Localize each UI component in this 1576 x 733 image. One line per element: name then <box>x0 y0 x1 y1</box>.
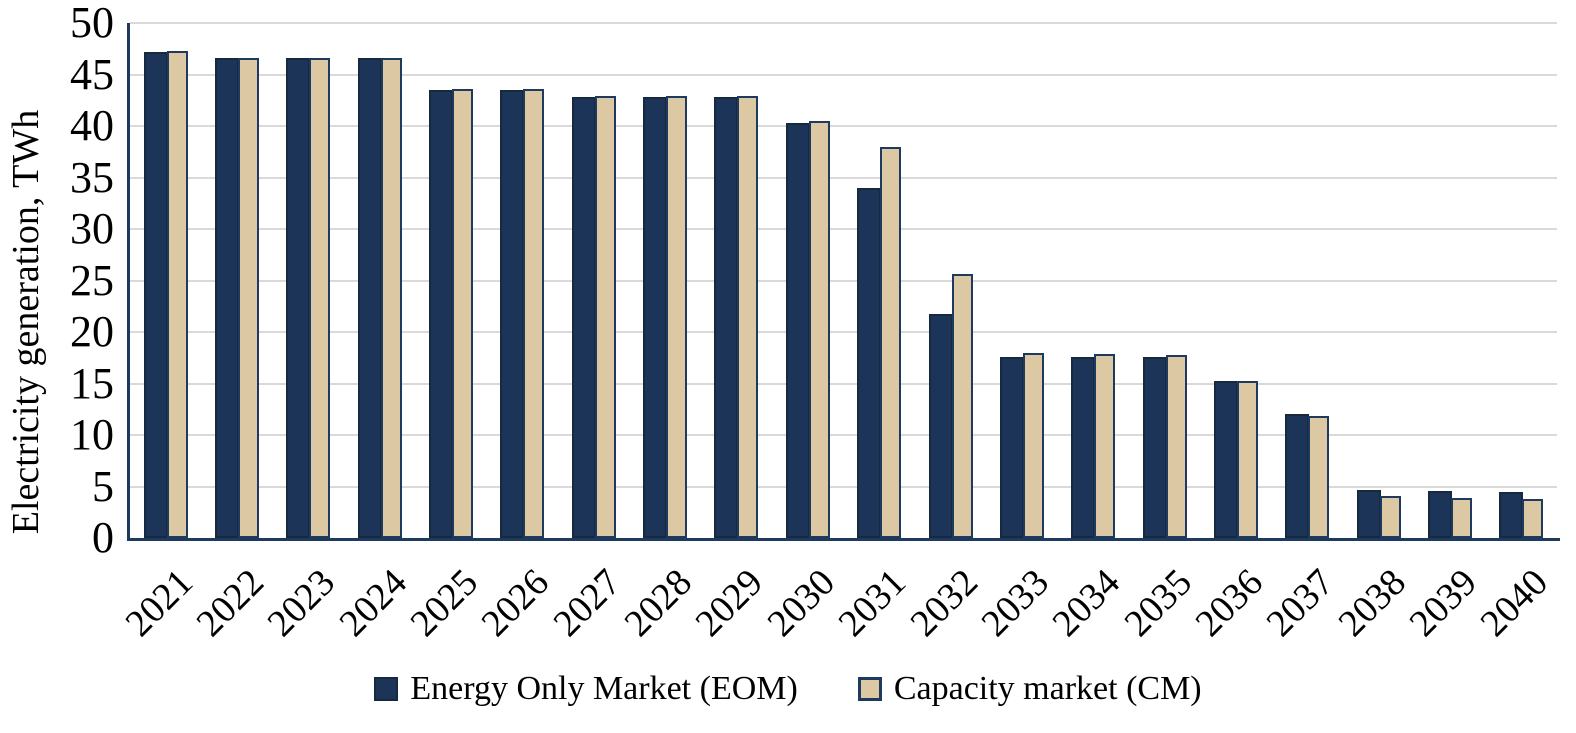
gridline-20 <box>130 331 1557 333</box>
y-tick-label-25: 25 <box>70 255 114 305</box>
bar-eom-2033 <box>999 357 1024 538</box>
bar-cm-2023 <box>309 58 331 538</box>
bar-cm-2038 <box>1379 496 1401 538</box>
bar-eom-2027 <box>571 97 596 538</box>
x-tick-label-2028: 2028 <box>616 561 701 645</box>
bar-cm-2021 <box>166 51 188 538</box>
bar-eom-2031 <box>857 188 882 538</box>
gridline-50 <box>130 22 1557 24</box>
x-axis-line <box>127 538 1560 541</box>
gridline-15 <box>130 382 1557 385</box>
bar-eom-2024 <box>357 58 382 538</box>
legend-item-cm: Capacity market (CM) <box>857 669 1202 709</box>
x-tick-label-2039: 2039 <box>1401 561 1485 645</box>
y-tick-label-35: 35 <box>70 152 114 202</box>
bar-cm-2029 <box>737 96 759 538</box>
x-tick-label-2025: 2025 <box>402 561 487 645</box>
bar-eom-2040 <box>1499 492 1524 538</box>
bar-eom-2025 <box>429 90 454 538</box>
bar-cm-2022 <box>238 58 260 538</box>
x-tick-label-2021: 2021 <box>117 561 201 645</box>
x-tick-label-2037: 2037 <box>1258 561 1343 645</box>
bar-eom-2032 <box>928 314 953 538</box>
bar-eom-2026 <box>500 90 525 538</box>
bar-cm-2030 <box>808 121 830 538</box>
legend-swatch-cm <box>857 677 882 701</box>
x-tick-label-2027: 2027 <box>545 561 629 645</box>
x-tick-label-2026: 2026 <box>473 561 558 645</box>
gridline-40 <box>130 125 1557 127</box>
bar-eom-2034 <box>1071 357 1096 538</box>
x-tick-label-2029: 2029 <box>688 561 772 645</box>
bar-eom-2035 <box>1142 357 1167 538</box>
bar-cm-2025 <box>452 89 474 538</box>
bar-eom-2022 <box>215 58 240 538</box>
legend-item-eom: Energy Only Market (EOM) <box>374 669 798 709</box>
legend-swatch-eom <box>374 677 399 701</box>
gridline-5 <box>130 485 1557 488</box>
x-tick-label-2035: 2035 <box>1116 561 1200 645</box>
x-tick-label-2031: 2031 <box>830 561 915 645</box>
gridline-45 <box>130 73 1557 76</box>
bar-cm-2033 <box>1022 353 1044 538</box>
gridline-30 <box>130 228 1557 230</box>
bar-cm-2028 <box>666 96 688 538</box>
x-tick-label-2024: 2024 <box>331 561 415 645</box>
bar-cm-2027 <box>594 96 616 538</box>
bar-eom-2037 <box>1285 414 1310 538</box>
gridline-25 <box>130 279 1557 282</box>
y-tick-label-30: 30 <box>70 204 114 253</box>
x-tick-label-2032: 2032 <box>902 561 986 645</box>
gridline-35 <box>130 176 1557 179</box>
x-tick-label-2034: 2034 <box>1044 561 1129 645</box>
bar-cm-2035 <box>1165 355 1187 538</box>
bar-cm-2040 <box>1522 499 1544 538</box>
y-axis-line <box>127 23 130 538</box>
y-tick-label-45: 45 <box>70 49 114 99</box>
bar-eom-2029 <box>714 97 739 538</box>
x-tick-label-2030: 2030 <box>759 561 843 645</box>
x-tick-label-2040: 2040 <box>1472 561 1557 645</box>
bar-cm-2037 <box>1308 416 1330 538</box>
bar-eom-2030 <box>785 123 810 538</box>
x-tick-label-2022: 2022 <box>188 561 273 645</box>
bar-eom-2038 <box>1356 490 1381 538</box>
bar-eom-2021 <box>143 52 168 538</box>
y-tick-label-15: 15 <box>70 358 114 408</box>
x-tick-label-2038: 2038 <box>1330 561 1414 645</box>
bar-cm-2039 <box>1450 498 1472 538</box>
bar-eom-2028 <box>643 97 668 538</box>
x-tick-label-2023: 2023 <box>259 561 344 645</box>
gridline-10 <box>130 434 1557 436</box>
y-tick-label-50: 50 <box>70 0 114 47</box>
y-tick-label-5: 5 <box>92 461 114 511</box>
y-tick-label-20: 20 <box>70 307 114 356</box>
x-tick-label-2036: 2036 <box>1187 561 1271 645</box>
y-tick-label-40: 40 <box>70 101 114 150</box>
x-tick-label-2033: 2033 <box>973 561 1057 645</box>
bar-cm-2026 <box>523 89 545 538</box>
y-tick-label-10: 10 <box>70 410 114 459</box>
legend: Energy Only Market (EOM) Capacity market… <box>0 664 1576 714</box>
bar-cm-2032 <box>951 274 973 538</box>
legend-label-cm: Capacity market (CM) <box>893 670 1202 707</box>
y-tick-label-0: 0 <box>92 513 114 562</box>
bar-eom-2023 <box>286 58 311 538</box>
legend-label-eom: Energy Only Market (EOM) <box>410 670 798 707</box>
bar-cm-2036 <box>1236 381 1258 538</box>
bar-cm-2031 <box>880 147 902 538</box>
bar-eom-2039 <box>1427 491 1452 538</box>
bar-cm-2024 <box>380 58 402 538</box>
bar-eom-2036 <box>1213 381 1238 538</box>
bar-cm-2034 <box>1094 354 1116 538</box>
